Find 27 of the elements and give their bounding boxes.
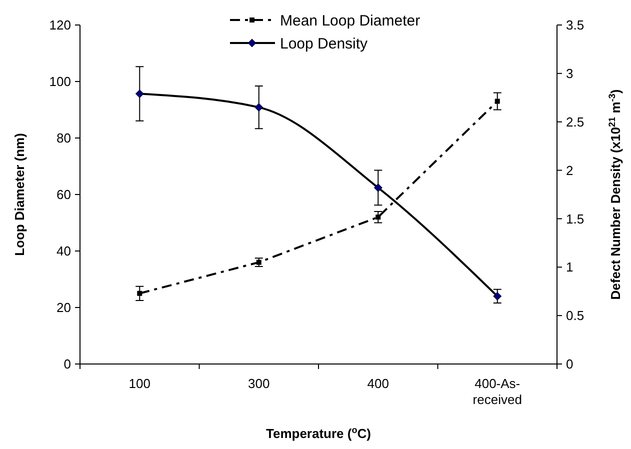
y-tick-label: 60 [56,187,71,202]
y-tick-label: 40 [56,244,71,259]
y-tick-label: 120 [49,18,71,33]
y2-tick-label: 0.5 [566,308,584,324]
y-tick-label: 80 [56,130,71,146]
x-tick-label: 100 [128,376,150,391]
y2-tick-label: 2.5 [566,114,584,130]
y-tick-label: 0 [64,356,71,372]
y2-tick-label: 2 [566,162,574,178]
y2-tick-label: 3.5 [566,18,584,33]
x-axis-title: Temperature ($^{o}$C) [266,425,372,441]
point [493,292,502,300]
y2-tick-label: 1.5 [566,211,584,226]
x-tick-label: 400-As-received [472,376,522,407]
x-tick-label: 300 [248,376,270,391]
point [254,103,264,112]
point [374,183,382,192]
y2-tick-label: 1 [566,260,574,275]
y2-tick-label: 0 [566,356,574,372]
legend-label: Mean Loop Diameter [280,12,420,30]
y-tick-label: 20 [56,300,71,316]
legend-label: Loop Density [280,35,368,52]
point [135,90,144,98]
y2-tick-label: 3 [566,66,574,81]
y-tick-label: 100 [49,74,71,90]
x-tick-label: 400 [367,376,389,391]
y-axis-title: Loop Diameter (nm) [12,133,27,256]
